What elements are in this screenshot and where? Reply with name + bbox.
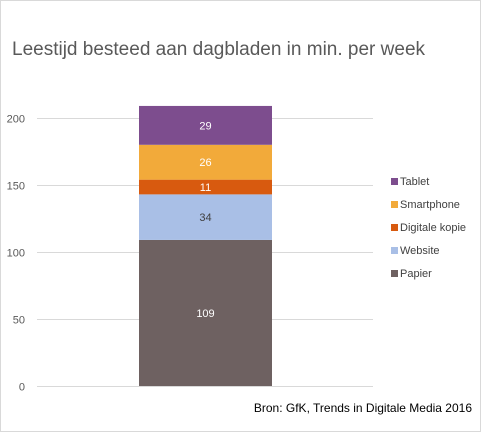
y-tick-label: 0	[19, 382, 25, 394]
y-tick-label: 200	[7, 114, 25, 126]
data-label: 29	[199, 120, 211, 132]
legend-swatch	[391, 247, 398, 254]
source-note: Bron: GfK, Trends in Digitale Media 2016	[253, 401, 472, 415]
data-label: 109	[196, 308, 214, 320]
legend-swatch	[391, 178, 398, 185]
data-label: 11	[200, 182, 211, 194]
legend-label: Digitale kopie	[400, 222, 467, 234]
legend-swatch	[391, 270, 398, 277]
y-tick-label: 150	[7, 181, 25, 193]
legend-swatch	[391, 224, 398, 231]
legend-label: Website	[400, 245, 440, 257]
legend-label: Papier	[400, 268, 432, 280]
chart-title: Leestijd besteed aan dagbladen in min. p…	[12, 39, 426, 60]
bar-segment-smartphone	[139, 144, 272, 180]
legend-label: Tablet	[400, 176, 430, 188]
data-label: 34	[199, 212, 211, 224]
data-label: 26	[199, 157, 211, 169]
bar-segment-tablet	[139, 105, 272, 145]
legend-label: Smartphone	[400, 199, 460, 211]
bar-segment-digitale-kopie	[139, 179, 272, 195]
y-tick-label: 50	[13, 315, 25, 327]
legend-swatch	[391, 201, 398, 208]
bar-segment-papier	[139, 239, 272, 386]
y-tick-label: 100	[7, 248, 25, 260]
bar-segment-website	[139, 194, 272, 240]
